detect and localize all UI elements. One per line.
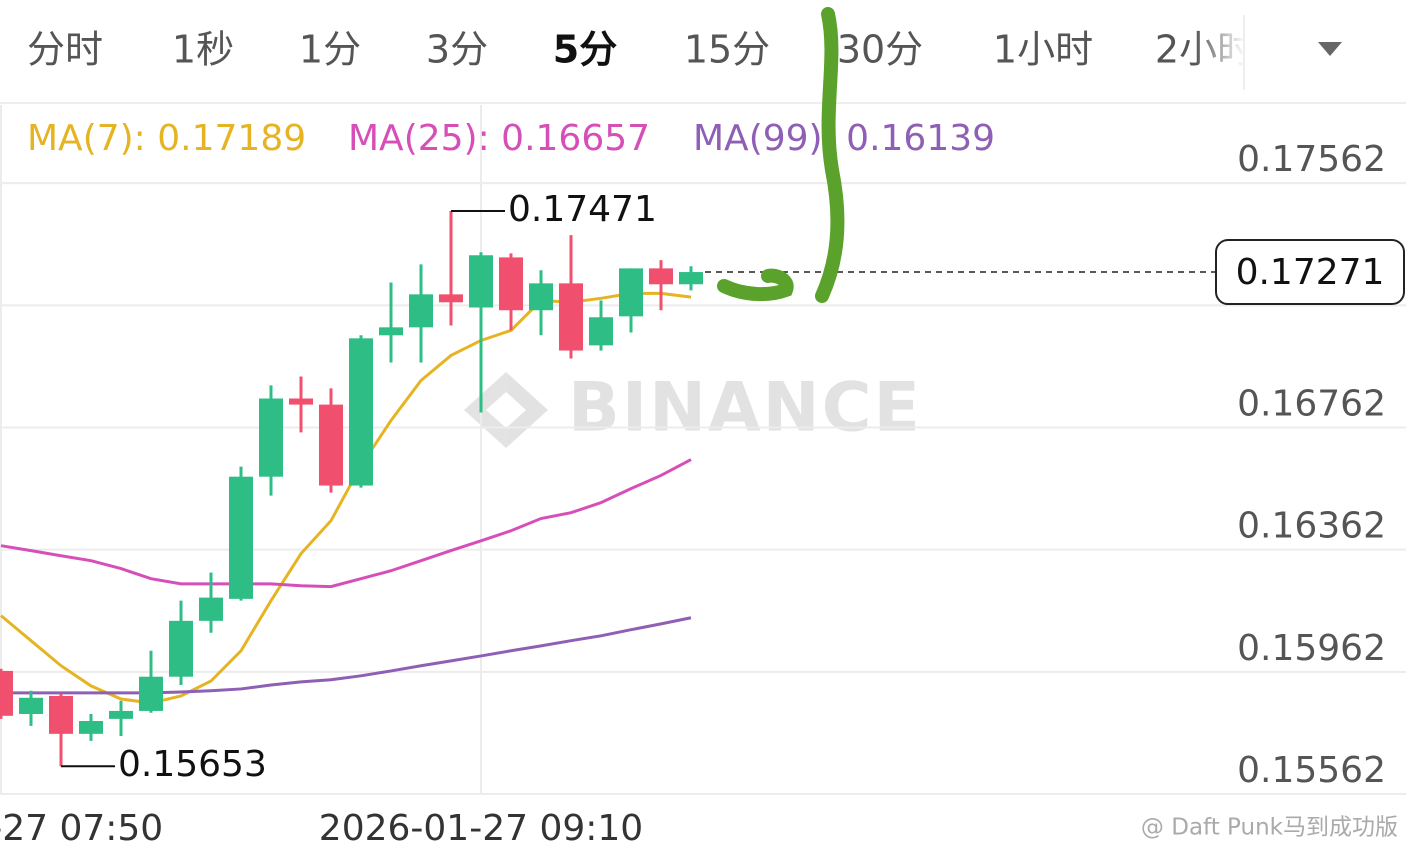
candle-body: [469, 255, 493, 308]
candle-body: [679, 272, 703, 285]
current-price-label: 0.17271: [1236, 252, 1385, 293]
tab-fade: [1195, 10, 1245, 95]
candle-body: [559, 283, 583, 351]
tab-dropdown[interactable]: [1318, 42, 1342, 56]
candle-body: [649, 268, 673, 285]
scribble: [815, 7, 845, 303]
ma-line: [0, 458, 692, 589]
candle-body: [319, 404, 343, 486]
candle-body: [19, 697, 43, 714]
credit: @ Daft Punk马到成功版: [1141, 815, 1398, 841]
tab[interactable]: 30分: [837, 28, 923, 72]
watermark-logo: [464, 372, 548, 448]
candle-body: [349, 338, 373, 486]
candle-body: [79, 721, 103, 734]
candle-body: [169, 620, 193, 677]
tab[interactable]: 分时: [27, 28, 103, 72]
high-label: 0.17471: [508, 189, 657, 230]
tab[interactable]: 3分: [426, 28, 488, 72]
x-tick-label: 2026-01-27 07:50: [0, 808, 163, 849]
candle-body: [379, 327, 403, 336]
y-tick-label: 0.17562: [1237, 139, 1386, 180]
tab[interactable]: 1分: [299, 28, 361, 72]
candle-body: [619, 268, 643, 317]
candle-body: [199, 597, 223, 621]
y-tick-label: 0.15962: [1237, 628, 1386, 669]
candle-body: [589, 317, 613, 346]
tab[interactable]: 1秒: [172, 28, 234, 72]
y-tick-label: 0.16762: [1237, 384, 1386, 425]
candle-body: [499, 257, 523, 311]
watermark-text: BINANCE: [568, 369, 922, 448]
candle-body: [439, 294, 463, 303]
legend-entry: MA(7): 0.17189: [27, 118, 306, 159]
current-price-box: [1215, 239, 1405, 306]
candle-body: [409, 294, 433, 328]
legend-entry: MA(99): 0.16139: [693, 118, 995, 159]
y-tick-label: 0.16362: [1237, 506, 1386, 547]
candle-body: [289, 398, 313, 405]
tab[interactable]: 15分: [684, 28, 770, 72]
candle-body: [529, 283, 553, 311]
ma-line: [1, 616, 692, 695]
low-label: 0.15653: [118, 744, 267, 785]
candle-body: [109, 710, 133, 719]
scribble: [717, 268, 794, 302]
candle-body: [229, 476, 253, 599]
watermark: BINANCE: [464, 369, 922, 448]
candle-body: [139, 676, 163, 711]
tab[interactable]: 5分: [553, 28, 617, 72]
candle-body: [49, 695, 73, 734]
legend-entry: MA(25): 0.16657: [348, 118, 650, 159]
candle-body: [259, 398, 283, 477]
tab[interactable]: 1小时: [993, 28, 1093, 72]
x-tick-label: 2026-01-27 09:10: [319, 808, 643, 849]
y-tick-label: 0.15562: [1237, 750, 1386, 791]
candle-body: [0, 670, 13, 716]
